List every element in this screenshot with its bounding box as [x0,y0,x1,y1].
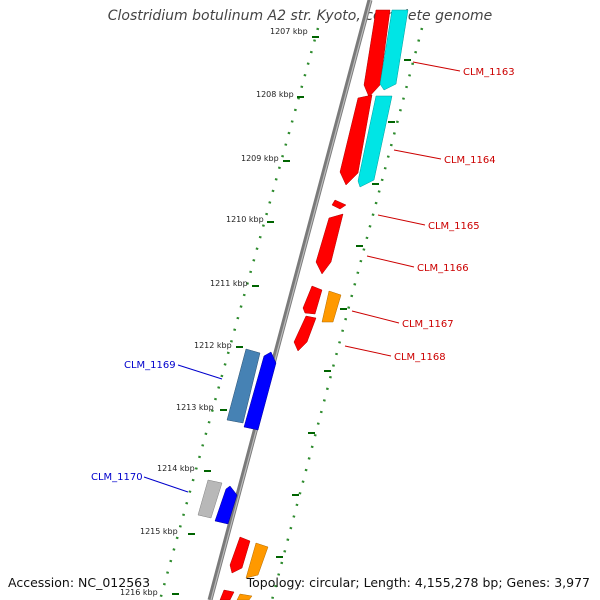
tick-label: 1208 kbp [256,90,294,99]
leader-clm-1167 [351,310,400,324]
cds-red-lower-b[interactable] [219,589,235,600]
genome-backbone-highlight [210,0,372,600]
inner-tick-track [158,27,320,600]
cds-red-lower-a[interactable] [229,536,251,574]
gene-label-clm-1166[interactable]: CLM_1166 [417,263,469,274]
cds-clm-1170[interactable] [214,485,238,525]
accession-text: Accession: NC_012563 [8,575,151,590]
gene-label-clm-1165[interactable]: CLM_1165 [428,221,480,232]
tick-label: 1216 kbp [120,588,158,597]
gene-label-clm-1167[interactable]: CLM_1167 [402,319,454,330]
leader-clm-1165 [377,214,426,226]
gene-label-clm-1169[interactable]: CLM_1169 [124,360,176,371]
tick-label: 1209 kbp [241,154,279,163]
cds-clm-1163[interactable] [363,9,391,98]
tick-label: 1214 kbp [157,464,195,473]
outer-tick-track [270,27,424,600]
leader-clm-1168 [344,345,392,357]
genome-backbone [207,0,373,600]
tick-label: 1207 kbp [270,27,308,36]
genome-summary-text: Topology: circular; Length: 4,155,278 bp… [246,575,590,590]
cds-clm-1166[interactable] [315,213,344,275]
cds-gray-1170[interactable] [197,479,223,519]
leader-clm-1166 [366,255,415,268]
tick-label: 1211 kbp [210,279,248,288]
cds-cyan-upper[interactable] [379,9,409,91]
cds-clm-1167-b[interactable] [321,290,342,323]
leader-clm-1169 [177,364,223,380]
tick-label: 1213 kbp [176,403,214,412]
cds-clm-1168[interactable] [293,315,317,352]
cds-orange-lower-a[interactable] [245,542,269,579]
leader-clm-1164 [393,149,442,160]
cds-orange-lower-b[interactable] [236,593,253,600]
cds-clm-1167-a[interactable] [302,285,323,315]
leader-clm-1170 [143,476,189,493]
leader-clm-1163 [412,61,461,72]
gene-label-clm-1168[interactable]: CLM_1168 [394,352,446,363]
gene-label-clm-1164[interactable]: CLM_1164 [444,155,496,166]
cds-clm-1165[interactable] [331,199,347,210]
tick-label: 1212 kbp [194,341,232,350]
gene-label-clm-1170[interactable]: CLM_1170 [91,472,143,483]
tick-label: 1215 kbp [140,527,178,536]
cds-clm-1164[interactable] [339,94,373,186]
tick-label: 1210 kbp [226,215,264,224]
gene-label-clm-1163[interactable]: CLM_1163 [463,67,515,78]
cds-clm-1169[interactable] [243,351,277,431]
cds-cyan-lower[interactable] [357,95,393,188]
cds-steel-1169[interactable] [226,348,261,424]
